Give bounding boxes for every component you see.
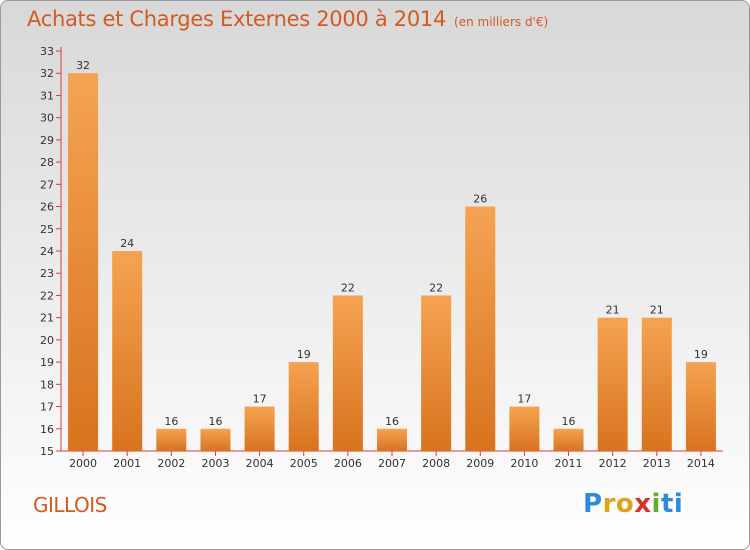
data-label: 17 [517, 393, 531, 406]
x-tick-label: 2009 [466, 457, 494, 470]
bar [421, 295, 452, 451]
x-tick-label: 2001 [113, 457, 141, 470]
data-label: 19 [297, 348, 311, 361]
x-tick-label: 2012 [599, 457, 627, 470]
x-tick-label: 2011 [555, 457, 583, 470]
x-tick-label: 2008 [422, 457, 450, 470]
bar [641, 317, 672, 451]
logo-letter: x [634, 489, 652, 519]
data-label: 16 [164, 415, 178, 428]
x-tick-label: 2002 [157, 457, 185, 470]
logo-letter: i [651, 489, 661, 519]
data-label: 22 [341, 281, 355, 294]
y-tick-label: 23 [40, 267, 54, 280]
x-tick-label: 2007 [378, 457, 406, 470]
x-tick-label: 2004 [246, 457, 274, 470]
y-tick-label: 21 [40, 312, 54, 325]
data-label: 21 [606, 304, 620, 317]
bar [112, 251, 143, 451]
data-label: 19 [694, 348, 708, 361]
data-label: 26 [473, 193, 487, 206]
bar [244, 406, 275, 451]
proxiti-logo: Proxiti [583, 489, 683, 519]
y-tick-label: 22 [40, 289, 54, 302]
bar [200, 428, 231, 451]
x-tick-label: 2003 [201, 457, 229, 470]
axes: 15 16 17 18 19 20 21 22 23 24 25 26 27 28 29 30 31 32 33 20… [40, 45, 723, 470]
bar [465, 206, 496, 451]
bars: 32 24 16 16 17 19 22 16 22 26 17 16 21 21 19 [68, 59, 716, 451]
y-tick-label: 32 [40, 67, 54, 80]
x-tick-label: 2000 [69, 457, 97, 470]
bar [288, 362, 319, 451]
bar [597, 317, 628, 451]
logo-letter: P [583, 489, 603, 519]
logo-letter: o [615, 489, 635, 519]
bar [553, 428, 584, 451]
y-tick-label: 30 [40, 112, 54, 125]
y-tick-label: 15 [40, 445, 54, 458]
bar [68, 73, 99, 451]
place-label: GILLOIS [33, 493, 107, 517]
logo-letter: r [602, 489, 616, 519]
x-tick-label: 2006 [334, 457, 362, 470]
y-tick-label: 27 [40, 178, 54, 191]
data-label: 32 [76, 59, 90, 72]
bar [685, 362, 716, 451]
y-tick-label: 24 [40, 245, 54, 258]
data-label: 17 [253, 393, 267, 406]
y-tick-label: 29 [40, 134, 54, 147]
data-label: 21 [650, 304, 664, 317]
y-tick-label: 18 [40, 378, 54, 391]
x-tick-label: 2010 [510, 457, 538, 470]
x-tick-label: 2005 [290, 457, 318, 470]
bar [332, 295, 363, 451]
y-tick-label: 28 [40, 156, 54, 169]
chart-title-block: Achats et Charges Externes 2000 à 2014 (e… [27, 7, 548, 31]
x-tick-label: 2014 [687, 457, 715, 470]
bar [156, 428, 187, 451]
logo-letter: ti [660, 489, 684, 519]
bar [509, 406, 540, 451]
bar [377, 428, 407, 451]
y-tick-label: 19 [40, 356, 54, 369]
chart-subtitle: (en milliers d'€) [454, 15, 549, 29]
chart-title: Achats et Charges Externes 2000 à 2014 [27, 7, 447, 31]
data-label: 24 [120, 237, 134, 250]
y-tick-label: 26 [40, 201, 54, 214]
y-tick-label: 31 [40, 89, 54, 102]
y-tick-label: 25 [40, 223, 54, 236]
x-tick-label: 2013 [643, 457, 671, 470]
data-label: 16 [208, 415, 222, 428]
data-label: 22 [429, 281, 443, 294]
y-tick-label: 20 [40, 334, 54, 347]
data-label: 16 [385, 415, 399, 428]
y-tick-label: 16 [40, 423, 54, 436]
y-tick-label: 17 [40, 401, 54, 414]
data-label: 16 [562, 415, 576, 428]
y-tick-label: 33 [40, 45, 54, 58]
